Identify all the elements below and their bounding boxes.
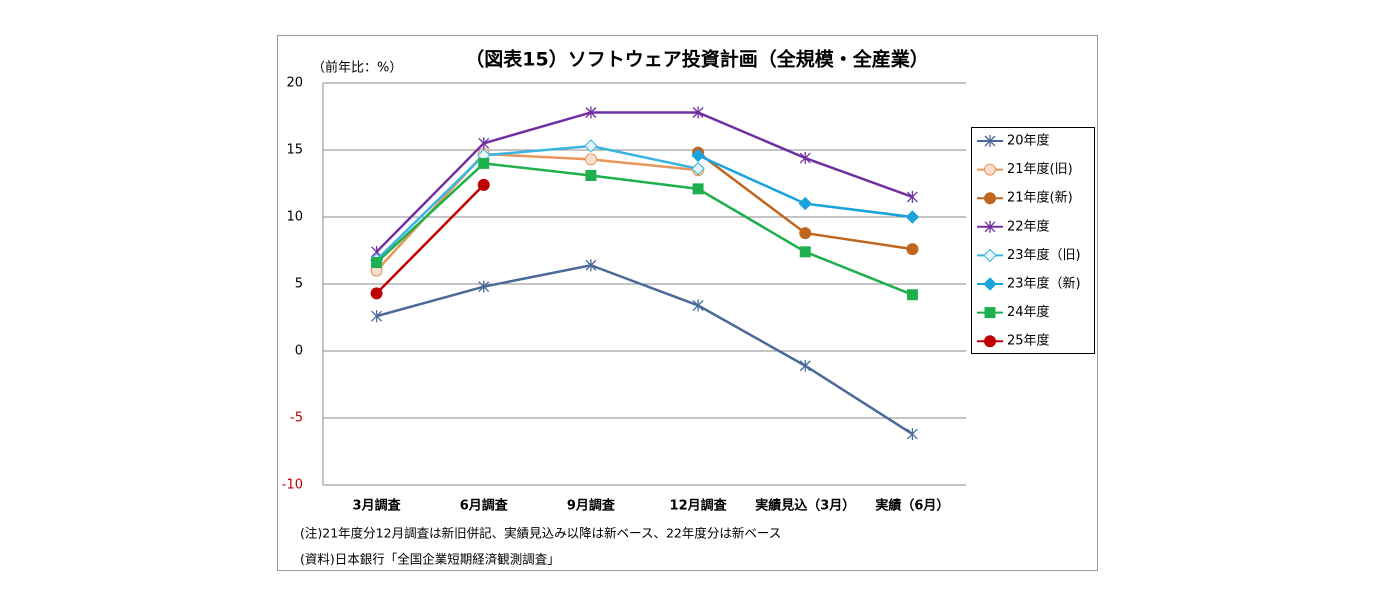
marker	[585, 169, 597, 181]
marker	[906, 190, 918, 203]
marker	[984, 135, 996, 147]
y-tick-label: 15	[286, 143, 303, 158]
marker	[692, 299, 704, 312]
x-tick-label: 12月調査	[670, 498, 728, 514]
marker	[585, 106, 597, 119]
marker	[984, 307, 996, 319]
series-line	[375, 144, 699, 261]
marker	[585, 259, 597, 272]
marker	[584, 139, 598, 153]
marker	[984, 220, 996, 233]
y-tick-label: 0	[295, 344, 303, 359]
legend-label: 21年度(旧)	[1007, 161, 1073, 177]
marker	[799, 246, 811, 258]
y-tick-label: -10	[282, 478, 303, 493]
marker	[798, 196, 812, 211]
series-line	[375, 183, 485, 295]
marker	[691, 148, 705, 163]
marker	[478, 157, 490, 169]
chart-frame	[277, 35, 1098, 571]
y-tick-label: 5	[295, 277, 303, 292]
marker	[371, 310, 383, 323]
x-tick-label: 実績（6月）	[875, 498, 949, 514]
marker	[478, 137, 490, 150]
marker	[370, 287, 383, 300]
series-line	[375, 111, 913, 253]
marker	[906, 243, 919, 256]
x-tick-label: 3月調査	[353, 498, 402, 514]
marker	[984, 335, 996, 348]
marker	[478, 280, 490, 293]
y-tick-label: -5	[290, 411, 303, 426]
note: (資料)日本銀行「全国企業短期経済観測調査」	[300, 552, 560, 567]
marker	[799, 359, 811, 372]
marker	[905, 210, 920, 224]
marker	[906, 428, 918, 441]
marker	[371, 257, 383, 269]
legend-label: 24年度	[1007, 304, 1050, 320]
marker	[584, 153, 597, 166]
legend-label: 25年度	[1007, 333, 1050, 349]
x-tick-label: 9月調査	[567, 498, 616, 514]
marker	[906, 289, 918, 301]
chart-title: （図表15）ソフトウェア投資計画（全規模・全産業）	[465, 48, 928, 71]
marker	[984, 192, 996, 205]
series-line	[376, 263, 914, 436]
x-tick-label: 実績見込（3月）	[755, 498, 855, 514]
legend-label: 21年度(新)	[1007, 190, 1073, 206]
marker	[984, 163, 996, 176]
legend-label: 23年度（新)	[1007, 276, 1081, 292]
y-tick-label: 10	[286, 210, 303, 225]
marker	[477, 178, 490, 191]
series-line	[375, 162, 913, 296]
marker	[983, 248, 997, 263]
legend-label: 22年度	[1007, 218, 1050, 234]
marker	[691, 162, 705, 176]
marker	[983, 277, 997, 291]
marker	[799, 152, 811, 165]
legend-label: 20年度	[1007, 133, 1050, 149]
marker	[799, 227, 812, 240]
legend-label: 23年度（旧)	[1007, 247, 1081, 263]
marker	[692, 106, 704, 119]
x-tick-label: 6月調査	[460, 498, 509, 514]
marker	[692, 183, 704, 195]
y-tick-label: 20	[286, 76, 303, 91]
y-axis-label: （前年比：%）	[312, 60, 402, 76]
note: (注)21年度分12月調査は新旧併記、実績見込み以降は新ベース、22年度分は新ベ…	[300, 526, 781, 541]
